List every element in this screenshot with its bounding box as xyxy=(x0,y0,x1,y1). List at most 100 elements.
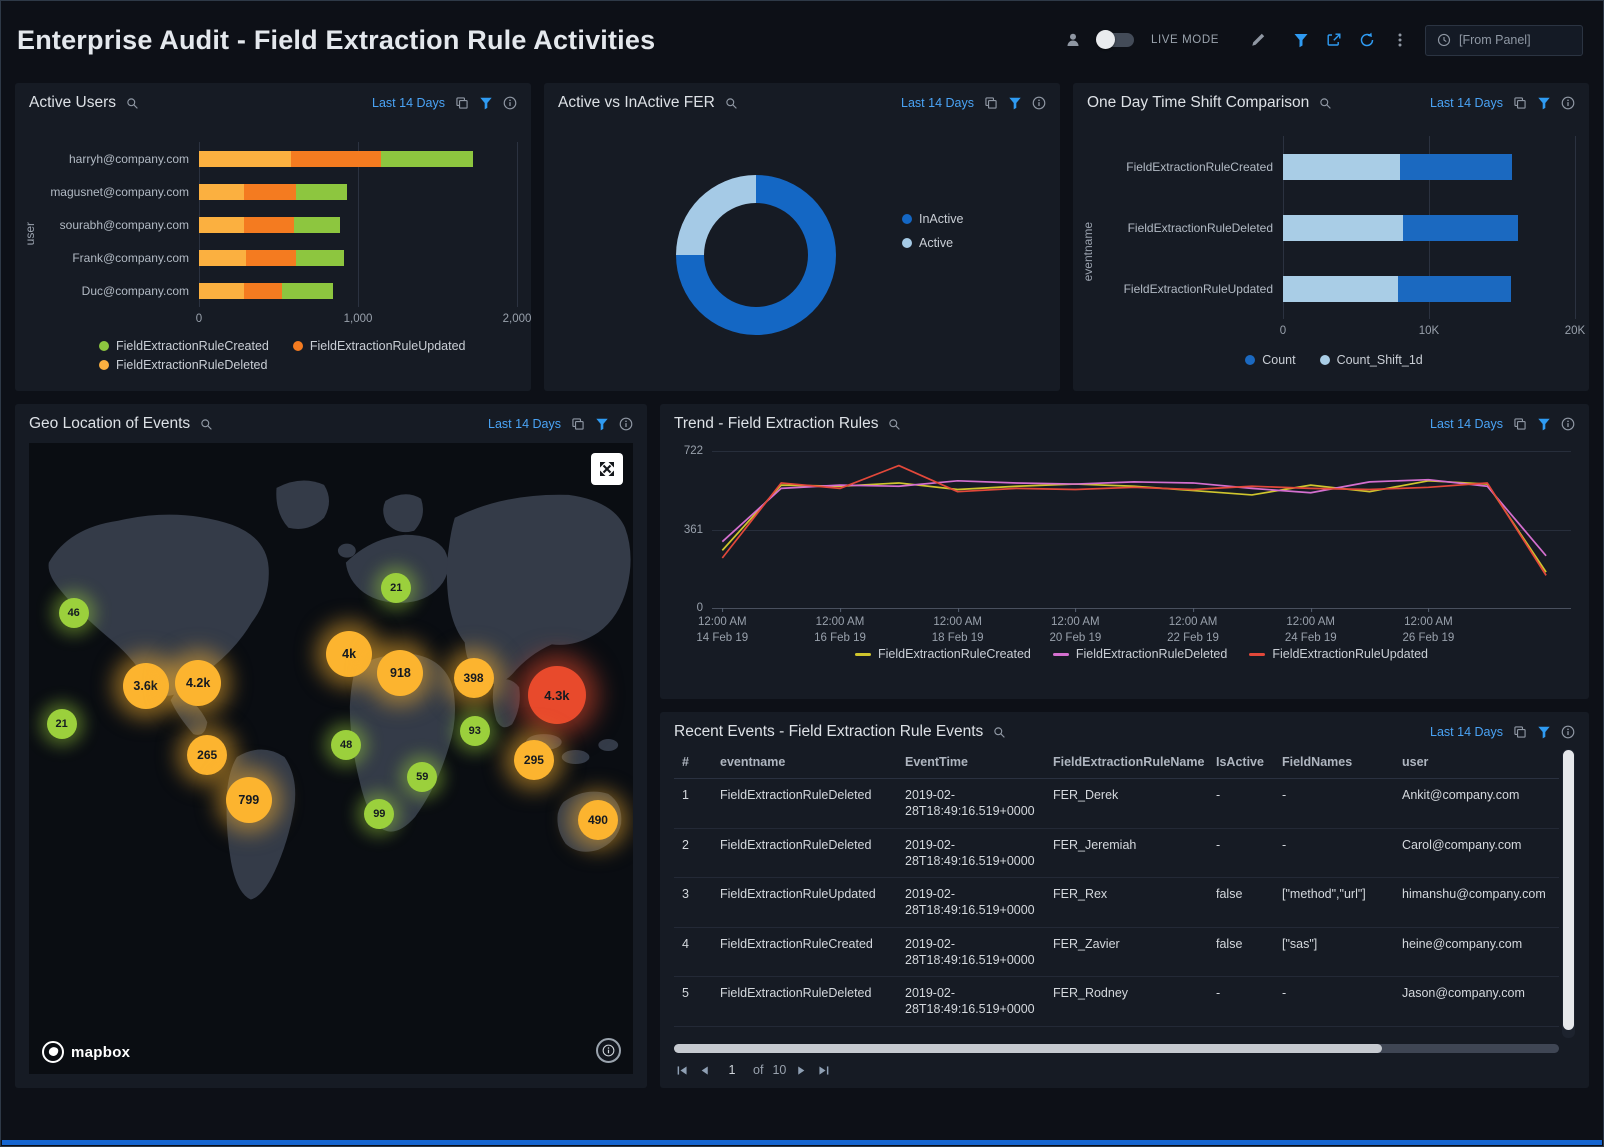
column-header[interactable]: EventTime xyxy=(897,747,1045,779)
legend-item[interactable]: Count xyxy=(1245,353,1296,367)
map-marker[interactable]: 4.3k xyxy=(527,666,586,725)
map-marker[interactable]: 46 xyxy=(58,598,89,629)
map-marker[interactable]: 398 xyxy=(453,657,494,698)
zoom-icon[interactable] xyxy=(126,97,139,110)
bar-segment[interactable] xyxy=(1398,275,1511,302)
time-range-selector[interactable]: [From Panel] xyxy=(1425,24,1583,56)
column-header[interactable]: eventname xyxy=(712,747,897,779)
legend-item[interactable]: Active xyxy=(902,236,963,250)
bar-segment[interactable] xyxy=(295,183,347,200)
zoom-icon[interactable] xyxy=(888,418,901,431)
time-range-link[interactable]: Last 14 Days xyxy=(1430,96,1503,110)
zoom-icon[interactable] xyxy=(725,97,738,110)
bar-segment[interactable] xyxy=(1283,214,1403,241)
column-header[interactable]: IsActive xyxy=(1208,747,1274,779)
map-marker[interactable]: 4k xyxy=(326,631,373,678)
copy-icon[interactable] xyxy=(455,96,469,110)
bar-segment[interactable] xyxy=(199,216,244,233)
filter-icon[interactable] xyxy=(479,96,493,110)
info-icon[interactable] xyxy=(1561,725,1575,739)
copy-icon[interactable] xyxy=(571,417,585,431)
info-icon[interactable] xyxy=(503,96,517,110)
kebab-menu-icon[interactable] xyxy=(1392,32,1408,48)
copy-icon[interactable] xyxy=(1513,417,1527,431)
map-expand-button[interactable] xyxy=(591,453,623,485)
map-marker[interactable]: 265 xyxy=(187,735,228,776)
legend-item[interactable]: FieldExtractionRuleUpdated xyxy=(1249,647,1428,661)
info-icon[interactable] xyxy=(1561,417,1575,431)
bar-segment[interactable] xyxy=(1402,214,1519,241)
last-page-icon[interactable] xyxy=(817,1064,830,1077)
scrollbar-thumb[interactable] xyxy=(674,1044,1382,1053)
edit-pencil-icon[interactable] xyxy=(1250,32,1266,48)
bar-segment[interactable] xyxy=(199,249,246,266)
map-marker[interactable]: 3.6k xyxy=(122,662,169,709)
filter-icon[interactable] xyxy=(1537,417,1551,431)
bar-segment[interactable] xyxy=(293,216,341,233)
bar-segment[interactable] xyxy=(243,282,283,299)
current-page[interactable]: 1 xyxy=(728,1063,736,1077)
column-header[interactable]: # xyxy=(674,747,712,779)
share-export-icon[interactable] xyxy=(1326,32,1342,48)
info-icon[interactable] xyxy=(1561,96,1575,110)
live-mode-toggle[interactable] xyxy=(1095,30,1134,49)
time-range-link[interactable]: Last 14 Days xyxy=(1430,725,1503,739)
map-marker[interactable]: 918 xyxy=(377,650,424,697)
map-info-button[interactable] xyxy=(596,1038,621,1063)
bar-segment[interactable] xyxy=(199,183,244,200)
zoom-icon[interactable] xyxy=(1319,97,1332,110)
world-map[interactable]: 46 21 3.6k 4.2k 265 799 21 4k 918 398 4.3k 93 48 295 5… xyxy=(29,443,633,1074)
map-marker[interactable]: 99 xyxy=(364,799,395,830)
map-marker[interactable]: 48 xyxy=(331,729,362,760)
map-marker[interactable]: 490 xyxy=(577,800,618,841)
map-marker[interactable]: 21 xyxy=(46,708,77,739)
column-header[interactable]: user xyxy=(1394,747,1559,779)
first-page-icon[interactable] xyxy=(676,1064,689,1077)
bar-segment[interactable] xyxy=(243,216,294,233)
filter-icon[interactable] xyxy=(1008,96,1022,110)
mapbox-logo[interactable]: mapbox xyxy=(42,1041,130,1063)
bar-segment[interactable] xyxy=(381,150,474,167)
bar-segment[interactable] xyxy=(245,249,296,266)
legend-item[interactable]: FieldExtractionRuleCreated xyxy=(99,339,269,353)
zoom-icon[interactable] xyxy=(200,418,213,431)
bar-segment[interactable] xyxy=(291,150,382,167)
map-marker[interactable]: 21 xyxy=(381,573,412,604)
time-range-link[interactable]: Last 14 Days xyxy=(1430,417,1503,431)
next-page-icon[interactable] xyxy=(795,1064,808,1077)
user-icon[interactable] xyxy=(1065,32,1081,48)
table-row[interactable]: 4 FieldExtractionRuleCreated 2019-02-28T18… xyxy=(674,927,1559,977)
legend-item[interactable]: FieldExtractionRuleUpdated xyxy=(292,339,466,353)
previous-page-icon[interactable] xyxy=(698,1064,711,1077)
copy-icon[interactable] xyxy=(984,96,998,110)
copy-icon[interactable] xyxy=(1513,96,1527,110)
map-marker[interactable]: 93 xyxy=(459,715,490,746)
bar-segment[interactable] xyxy=(199,150,292,167)
time-range-link[interactable]: Last 14 Days xyxy=(488,417,561,431)
legend-item[interactable]: FieldExtractionRuleCreated xyxy=(855,647,1031,661)
bar-segment[interactable] xyxy=(282,282,333,299)
filter-icon[interactable] xyxy=(595,417,609,431)
column-header[interactable]: FieldExtractionRuleName xyxy=(1045,747,1208,779)
bar-segment[interactable] xyxy=(295,249,344,266)
bar-segment[interactable] xyxy=(243,183,296,200)
map-marker[interactable]: 799 xyxy=(225,776,272,823)
column-header[interactable]: FieldNames xyxy=(1274,747,1394,779)
map-marker[interactable]: 59 xyxy=(407,762,438,793)
bar-segment[interactable] xyxy=(1283,275,1399,302)
horizontal-scrollbar[interactable] xyxy=(674,1044,1559,1053)
legend-item[interactable]: Count_Shift_1d xyxy=(1319,353,1423,367)
info-icon[interactable] xyxy=(1032,96,1046,110)
refresh-icon[interactable] xyxy=(1359,32,1375,48)
map-marker[interactable]: 4.2k xyxy=(175,659,222,706)
scrollbar-thumb[interactable] xyxy=(1563,750,1574,1031)
table-row[interactable]: 1 FieldExtractionRuleDeleted 2019-02-28T18… xyxy=(674,779,1559,828)
time-range-link[interactable]: Last 14 Days xyxy=(901,96,974,110)
legend-item[interactable]: FieldExtractionRuleDeleted xyxy=(1052,647,1227,661)
map-marker[interactable]: 295 xyxy=(513,739,554,780)
table-row[interactable]: 2 FieldExtractionRuleDeleted 2019-02-28T18… xyxy=(674,828,1559,878)
zoom-icon[interactable] xyxy=(993,726,1006,739)
copy-icon[interactable] xyxy=(1513,725,1527,739)
vertical-scrollbar[interactable] xyxy=(1562,749,1575,1038)
time-range-link[interactable]: Last 14 Days xyxy=(372,96,445,110)
